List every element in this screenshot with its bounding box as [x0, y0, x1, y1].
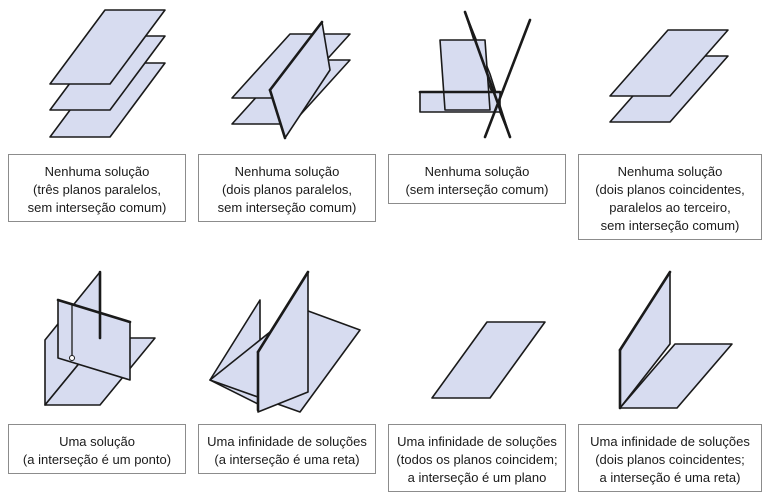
caption-line: a interseção é uma reta): [599, 470, 741, 485]
caption-line: Uma infinidade de soluções: [590, 434, 750, 449]
caption-line: sem interseção comum): [600, 218, 740, 233]
line-intersection-diagram: [209, 270, 361, 413]
caption-line: (dois planos paralelos,: [221, 182, 353, 197]
caption-line: sem interseção comum): [217, 200, 357, 215]
caption-line: paralelos ao terceiro,: [609, 200, 731, 215]
caption-line: (sem interseção comum): [405, 182, 549, 197]
case-2-caption: Nenhuma solução (dois planos paralelos, …: [198, 154, 376, 222]
two-parallel-planes-diagram: [231, 20, 351, 140]
caption-line: (a interseção é uma reta): [214, 452, 360, 467]
caption-line: Nenhuma solução: [234, 164, 340, 179]
caption-line: (a interseção é um ponto): [22, 452, 172, 467]
pairwise-intersecting-planes-diagram: [418, 10, 532, 139]
case-7-caption: Uma infinidade de soluções (todos os pla…: [388, 424, 566, 492]
caption-line: Nenhuma solução: [424, 164, 530, 179]
caption-line: Nenhuma solução: [44, 164, 150, 179]
coincident-planes-line-diagram: [618, 270, 733, 410]
single-point-intersection-diagram: [44, 270, 156, 406]
coincident-and-parallel-planes-diagram: [609, 29, 729, 123]
case-8-caption: Uma infinidade de soluções (dois planos …: [578, 424, 762, 492]
caption-line: (três planos paralelos,: [33, 182, 161, 197]
case-3-caption: Nenhuma solução (sem interseção comum): [388, 154, 566, 204]
caption-line: Uma infinidade de soluções: [397, 434, 557, 449]
caption-line: sem interseção comum): [27, 200, 167, 215]
case-5-caption: Uma solução (a interseção é um ponto): [8, 424, 186, 474]
caption-line: Uma infinidade de soluções: [207, 434, 367, 449]
coincident-planes-diagram: [431, 321, 546, 399]
case-4-caption: Nenhuma solução (dois planos coincidente…: [578, 154, 762, 240]
three-parallel-planes-diagram: [49, 9, 166, 138]
caption-line: (todos os planos coincidem;: [396, 452, 558, 467]
caption-line: (dois planos coincidentes,: [595, 182, 745, 197]
caption-line: Nenhuma solução: [617, 164, 723, 179]
case-6-caption: Uma infinidade de soluções (a interseção…: [198, 424, 376, 474]
caption-line: Uma solução: [59, 434, 135, 449]
caption-line: (dois planos coincidentes;: [595, 452, 745, 467]
caption-line: a interseção é um plano: [407, 470, 547, 485]
case-1-caption: Nenhuma solução (três planos paralelos, …: [8, 154, 186, 222]
